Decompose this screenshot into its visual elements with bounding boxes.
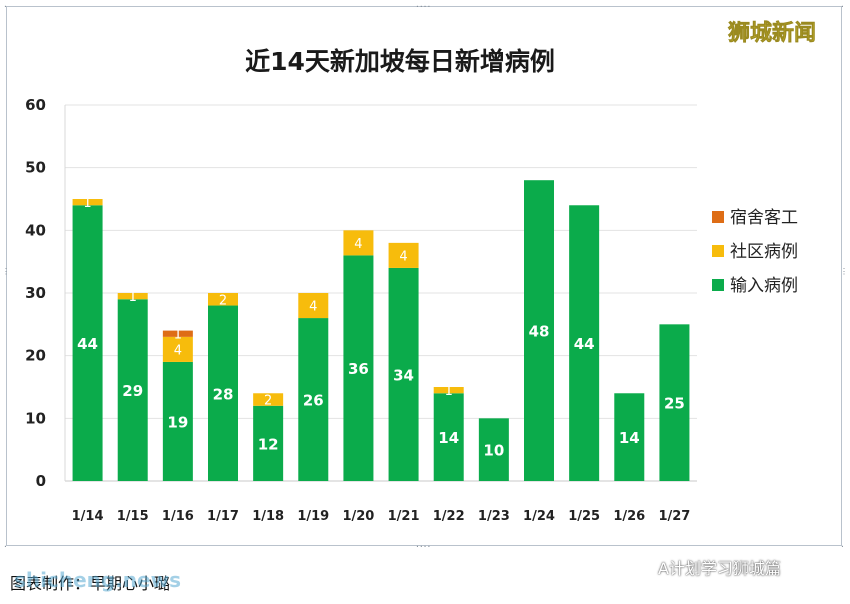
- data-label-1/17-输入病例: 28: [213, 385, 234, 403]
- bar-1/14-输入病例: [72, 205, 103, 481]
- x-tick-label-1/23: 1/23: [478, 509, 510, 524]
- x-tick-label-1/16: 1/16: [162, 509, 194, 524]
- legend-swatch-输入病例: [712, 279, 724, 291]
- x-tick-label-1/19: 1/19: [297, 509, 329, 524]
- bar-1/18-社区病例: [253, 393, 284, 406]
- y-tick-label-60: 60: [25, 96, 46, 114]
- resize-handle-bottom[interactable]: ····: [415, 542, 431, 551]
- x-tick-label-1/18: 1/18: [252, 509, 284, 524]
- data-label-1/26-输入病例: 14: [619, 429, 640, 447]
- bar-1/16-输入病例: [162, 361, 193, 481]
- data-label-1/23-输入病例: 10: [483, 442, 504, 460]
- resize-handle-top-left[interactable]: ·: [3, 2, 8, 11]
- bar-1/25-输入病例: [569, 205, 600, 481]
- bar-1/16-宿舍客工: [162, 330, 193, 337]
- data-label-1/18-输入病例: 12: [258, 435, 279, 453]
- data-label-1/16-输入病例: 19: [167, 413, 188, 431]
- data-label-1/14-社区病例: 1: [83, 196, 91, 211]
- data-label-1/18-社区病例: 2: [264, 394, 272, 409]
- x-tick-label-1/15: 1/15: [117, 509, 149, 524]
- data-label-1/16-宿舍客工: 1: [174, 328, 182, 343]
- legend-label-社区病例: 社区病例: [730, 242, 798, 262]
- data-label-1/25-输入病例: 44: [574, 335, 595, 353]
- bar-1/18-输入病例: [253, 405, 284, 481]
- resize-handle-right[interactable]: ⋮: [840, 267, 848, 276]
- bar-1/22-输入病例: [433, 393, 464, 481]
- y-tick-label-10: 10: [25, 409, 46, 427]
- data-label-1/19-社区病例: 4: [309, 300, 317, 315]
- data-label-1/15-输入病例: 29: [122, 382, 143, 400]
- wechat-account-name: A计划学习狮城篇: [658, 559, 781, 578]
- x-tick-label-1/24: 1/24: [523, 509, 555, 524]
- bar-1/15-输入病例: [117, 299, 148, 481]
- x-tick-label-1/17: 1/17: [207, 509, 239, 524]
- bar-1/16-社区病例: [162, 336, 193, 362]
- data-label-1/16-社区病例: 4: [174, 343, 182, 358]
- y-axis-ticks: 0 10 20 30 40 50 60: [25, 96, 46, 490]
- y-tick-label-20: 20: [25, 347, 46, 365]
- bar-1/26-输入病例: [614, 393, 645, 481]
- site-watermark: shicheng.news: [14, 568, 181, 592]
- chart-title: 近14天新加坡每日新增病例: [245, 47, 555, 76]
- x-axis-ticks: 1/14 1/15 1/16 1/17 1/18 1/19 1/20 1/21 1/22 1/23…: [72, 509, 691, 524]
- data-label-1/20-社区病例: 4: [354, 237, 362, 252]
- legend-swatch-宿舍客工: [712, 211, 724, 223]
- bar-1/19-输入病例: [298, 318, 329, 481]
- bar-1/27-输入病例: [659, 324, 690, 481]
- resize-handle-bottom-right[interactable]: ·: [840, 542, 845, 551]
- bar-1/21-输入病例: [388, 267, 419, 481]
- bar-1/21-社区病例: [388, 242, 419, 268]
- wechat-icon: [626, 556, 652, 578]
- data-label-1/22-社区病例: 1: [445, 384, 453, 399]
- resize-handle-left[interactable]: ⋮: [2, 267, 10, 276]
- gridlines: [64, 104, 697, 482]
- data-label-1/17-社区病例: 2: [219, 293, 227, 308]
- bar-1/19-社区病例: [298, 293, 329, 319]
- y-tick-label-50: 50: [25, 159, 46, 177]
- data-label-1/14-输入病例: 44: [77, 335, 98, 353]
- x-tick-label-1/22: 1/22: [433, 509, 465, 524]
- data-label-1/24-输入病例: 48: [529, 323, 550, 341]
- x-tick-label-1/27: 1/27: [658, 509, 690, 524]
- brand-watermark: 狮城新闻: [728, 20, 816, 46]
- bar-1/20-输入病例: [343, 255, 374, 481]
- y-tick-label-40: 40: [25, 221, 46, 239]
- bar-1/20-社区病例: [343, 230, 374, 256]
- legend-label-宿舍客工: 宿舍客工: [730, 208, 798, 228]
- x-tick-label-1/25: 1/25: [568, 509, 600, 524]
- data-label-1/21-输入病例: 34: [393, 366, 414, 384]
- bar-1/14-社区病例: [72, 199, 103, 206]
- x-tick-label-1/14: 1/14: [72, 509, 104, 524]
- data-label-1/15-社区病例: 1: [129, 290, 137, 305]
- data-label-1/21-社区病例: 4: [399, 249, 407, 264]
- resize-handle-top[interactable]: ····: [415, 2, 431, 11]
- x-tick-label-1/26: 1/26: [613, 509, 645, 524]
- wechat-account-badge: A计划学习狮城篇: [626, 555, 781, 579]
- data-label-1/27-输入病例: 25: [664, 395, 685, 413]
- legend-label-输入病例: 输入病例: [730, 276, 798, 296]
- y-tick-label-30: 30: [25, 284, 46, 302]
- bar-1/17-输入病例: [208, 305, 238, 481]
- bar-1/24-输入病例: [524, 180, 554, 481]
- resize-handle-top-right[interactable]: ·: [840, 2, 845, 11]
- bar-1/23-输入病例: [478, 418, 509, 481]
- legend-swatch-社区病例: [712, 245, 724, 257]
- y-tick-label-0: 0: [36, 472, 46, 490]
- bar-1/17-社区病例: [208, 293, 238, 306]
- resize-handle-bottom-left[interactable]: ·: [3, 542, 8, 551]
- x-tick-label-1/20: 1/20: [342, 509, 374, 524]
- data-label-1/20-输入病例: 36: [348, 360, 369, 378]
- data-label-1/22-输入病例: 14: [438, 429, 459, 447]
- bar-1/22-社区病例: [433, 387, 464, 394]
- x-tick-label-1/21: 1/21: [388, 509, 420, 524]
- bar-1/15-社区病例: [117, 293, 148, 300]
- chart-credit: 图表制作：早期心小璐: [10, 574, 171, 593]
- data-label-1/19-输入病例: 26: [303, 392, 324, 410]
